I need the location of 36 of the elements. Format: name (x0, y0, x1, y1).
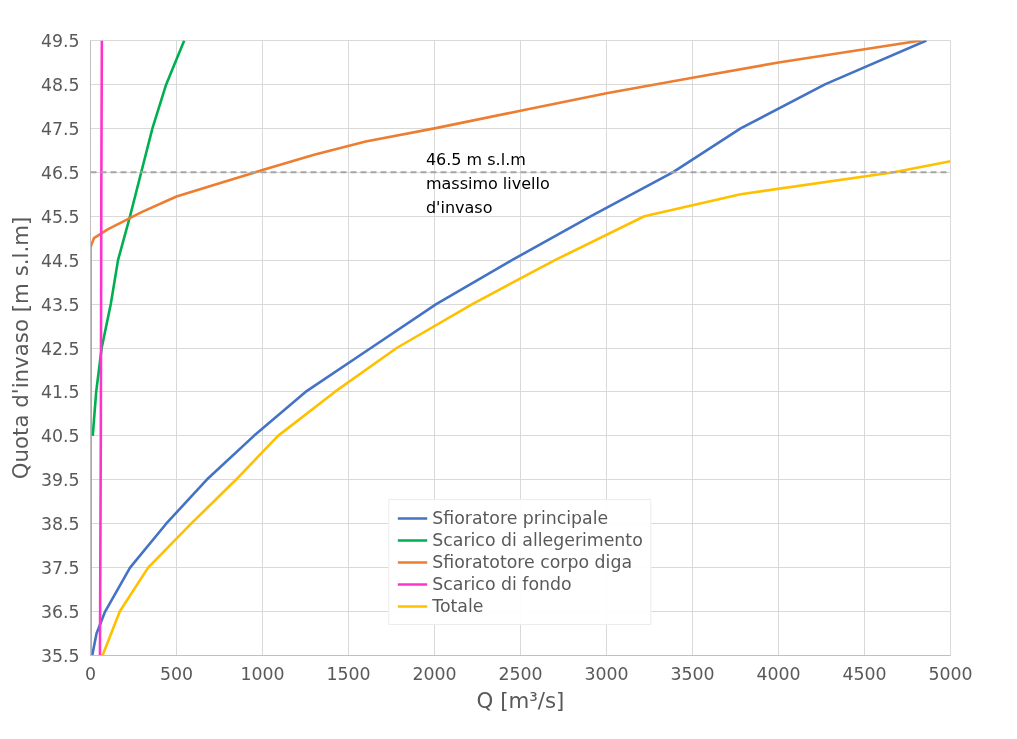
y-tick-label: 39.5 (40, 470, 80, 491)
y-tick-label: 48.5 (40, 74, 80, 95)
y-tick-label: 46.5 (40, 162, 80, 183)
legend-label: Totale (432, 596, 484, 616)
legend-label: Scarico di allegerimento (432, 530, 643, 550)
x-tick-label: 5000 (928, 663, 973, 684)
x-tick-label: 2500 (498, 663, 543, 684)
y-axis-title: Quota d'invaso [m s.l.m] (7, 216, 33, 480)
x-tick-label: 1000 (240, 663, 285, 684)
line-series (91, 40, 186, 438)
legend-label: Sfioratotore corpo diga (432, 552, 633, 572)
x-tick-label: 1500 (326, 663, 371, 684)
x-tick-label: 4000 (756, 663, 801, 684)
ref-line-label: 46.5 m s.l.m massimo livello d'invaso (425, 150, 550, 217)
x-tick-label: 4500 (842, 663, 887, 684)
y-tick-label: 42.5 (40, 338, 80, 359)
y-tick-label: 35.5 (40, 646, 80, 666)
line-series (98, 40, 104, 656)
y-tick-label: 47.5 (40, 118, 80, 139)
y-tick-label: 38.5 (40, 514, 80, 535)
x-axis-title: Q [m³/s] (476, 687, 565, 713)
y-tick-label: 36.5 (40, 602, 80, 623)
x-tick-label: 0 (84, 663, 97, 684)
y-tick-label: 41.5 (40, 382, 80, 403)
x-tick-label: 2000 (412, 663, 457, 684)
y-tick-label: 49.5 (40, 31, 80, 51)
x-tick-label: 3000 (584, 663, 629, 684)
legend-label: Scarico di fondo (432, 574, 572, 594)
y-tick-label: 45.5 (40, 206, 80, 227)
y-tick-label: 43.5 (40, 294, 80, 315)
y-tick-label: 44.5 (40, 250, 80, 271)
y-tick-label: 37.5 (40, 558, 80, 579)
legend-label: Sfioratore principale (432, 508, 609, 528)
x-tick-label: 3500 (670, 663, 715, 684)
y-tick-label: 40.5 (40, 426, 80, 447)
x-tick-label: 500 (159, 663, 194, 684)
